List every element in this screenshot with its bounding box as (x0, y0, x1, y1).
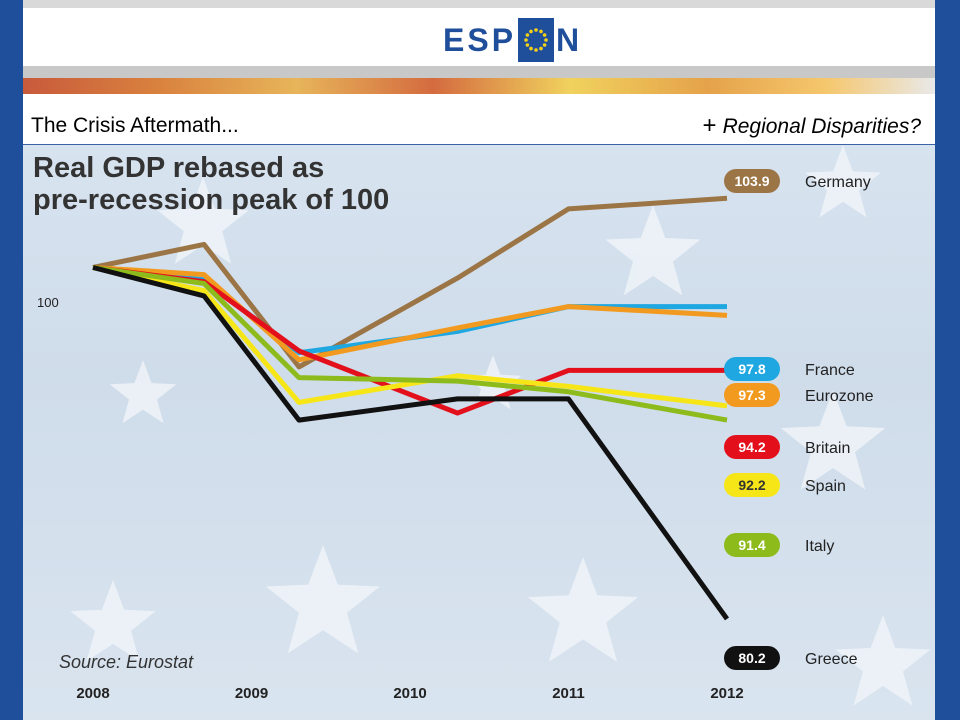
end-value-label-germany: 103.9 (734, 173, 769, 189)
plus-sign: + (702, 112, 717, 139)
end-value-label-britain: 94.2 (738, 439, 765, 455)
end-value-pill-greece (724, 646, 780, 670)
map-strip-decoration (23, 78, 935, 94)
chart-title-line1: Real GDP rebased as (33, 152, 324, 184)
background-star-3 (805, 145, 881, 218)
end-value-pill-france (724, 357, 780, 381)
chart-title-line2: pre-recession peak of 100 (33, 184, 389, 216)
source-note: Source: Eurostat (59, 652, 194, 672)
slide-title: The Crisis Aftermath... (31, 114, 239, 137)
end-value-pill-italy (724, 533, 780, 557)
top-band (23, 0, 935, 8)
end-value-label-italy: 91.4 (738, 537, 765, 553)
left-border-bar (0, 0, 23, 720)
espon-logo: ESP N (443, 18, 582, 62)
gdp-line-chart: Real GDP rebased as pre-recession peak o… (33, 145, 931, 706)
end-value-pill-spain (724, 473, 780, 497)
header: ESP N (23, 8, 935, 66)
series-name-label-eurozone: Eurozone (805, 388, 874, 405)
end-value-pill-britain (724, 435, 780, 459)
end-value-label-france: 97.8 (738, 361, 765, 377)
background-star-4 (780, 390, 886, 490)
series-name-label-greece: Greece (805, 651, 858, 668)
end-value-label-spain: 92.2 (738, 477, 765, 493)
end-value-label-greece: 80.2 (738, 650, 765, 666)
background-star-6 (527, 557, 639, 662)
end-value-label-eurozone: 97.3 (738, 387, 765, 403)
series-line-italy (92, 265, 728, 423)
background-star-1 (265, 545, 381, 654)
background-stars (70, 145, 931, 706)
series-name-label-italy: Italy (805, 538, 834, 555)
eu-flag-icon (518, 18, 555, 62)
baseline-label: 100 (37, 295, 59, 310)
x-tick-label-2008: 2008 (76, 685, 109, 702)
series-name-label-germany: Germany (805, 174, 871, 191)
series-name-label-spain: Spain (805, 478, 846, 495)
background-star-8 (835, 615, 931, 706)
end-value-pill-germany (724, 169, 780, 193)
series-name-label-britain: Britain (805, 440, 850, 457)
x-tick-label-2010: 2010 (393, 685, 426, 702)
chart-area: Real GDP rebased as pre-recession peak o… (23, 145, 935, 720)
slide-subtitle-text: Regional Disparities? (722, 115, 921, 138)
x-tick-label-2012: 2012 (710, 685, 743, 702)
series-name-label-france: France (805, 362, 855, 379)
slide-title-bar: The Crisis Aftermath... + Regional Dispar… (23, 106, 935, 145)
x-tick-label-2009: 2009 (235, 685, 268, 702)
series-line-germany (92, 195, 728, 370)
end-value-pill-eurozone (724, 383, 780, 407)
x-tick-label-2011: 2011 (552, 685, 585, 702)
background-star-9 (109, 360, 177, 424)
series-line-spain (92, 265, 728, 409)
logo-text-right: N (556, 21, 583, 58)
series-line-eurozone (92, 265, 728, 363)
logo-text-left: ESP (443, 21, 517, 58)
background-star-0 (157, 177, 249, 264)
background-star-5 (70, 580, 156, 662)
right-border-bar (935, 0, 960, 720)
background-star-2 (605, 205, 701, 296)
slide-subtitle: + Regional Disparities? (703, 112, 921, 140)
gray-band (23, 66, 935, 78)
series-line-greece (92, 265, 730, 621)
